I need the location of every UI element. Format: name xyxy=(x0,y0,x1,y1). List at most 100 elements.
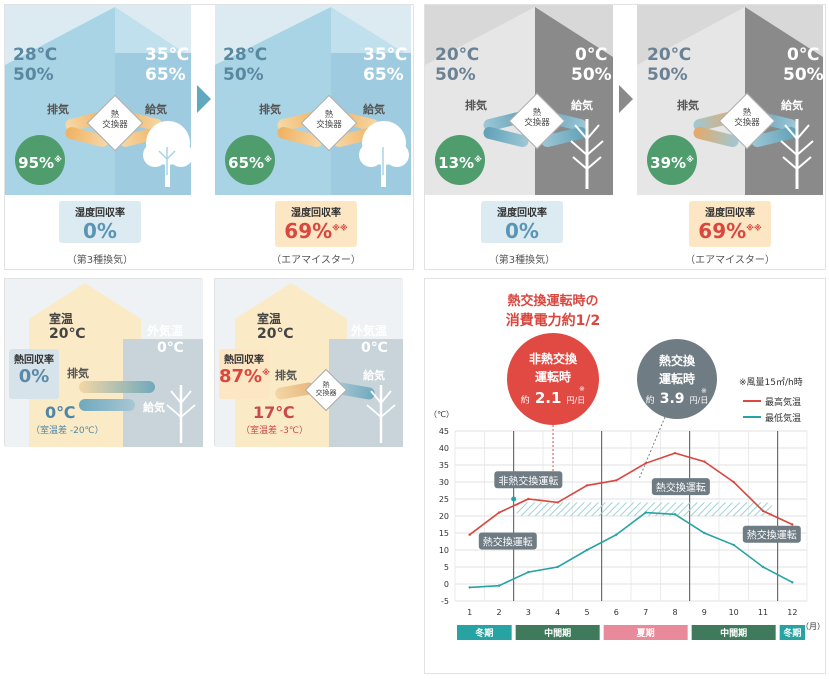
summer-left-rate-label: 湿度回収率 xyxy=(75,208,125,219)
bubble-hx-unit: 円/日 xyxy=(690,396,709,405)
annotation-label: 熱交換運転 xyxy=(747,529,797,542)
summer-left-circle-mark: ※ xyxy=(54,155,62,164)
summer-right-hx-1: 熱 xyxy=(324,110,334,120)
data-point xyxy=(644,462,647,465)
summer-right-circle-mark: ※ xyxy=(264,155,272,164)
summer-right-circle-value: 65% xyxy=(228,154,265,172)
heat-right-result-temp: 17℃ xyxy=(253,403,295,422)
annotation-label: 非熱交換運転 xyxy=(498,474,558,487)
heat-left-rate-badge: 熱回収率 0% xyxy=(9,349,59,399)
heat-left-outside-temp: 0℃ xyxy=(157,340,184,356)
summer-right-scene: 28℃ 50% 35℃ 65% 排気 給気 熱交換器 65%※ xyxy=(215,5,411,195)
y-tick-label: 20 xyxy=(439,512,449,521)
season-bar xyxy=(691,625,776,640)
season-label: 中間期 xyxy=(720,627,747,639)
heat-left-room-temp: 20℃ xyxy=(49,326,86,342)
winter-left-supply: 給気 xyxy=(571,99,593,112)
wind-note: ※風量15㎥/h時 xyxy=(739,377,803,388)
power-chart-panel: 熱交換運転時の 消費電力約1/2 非熱交換 運転時 約 2.1 円/日 ※ 熱交… xyxy=(424,278,826,674)
svg-text:約 2.1 円/日: 約 2.1 円/日 xyxy=(521,388,585,407)
bubble-hx-mark: ※ xyxy=(701,387,707,395)
bubble-non-approx: 約 xyxy=(521,394,530,406)
winter-right-indoor-temp: 20℃ xyxy=(647,45,692,65)
x-tick-label: 10 xyxy=(729,608,739,617)
season-label: 冬期 xyxy=(783,627,801,639)
bare-tree-icon xyxy=(366,385,396,443)
winter-right-circle-value: 39% xyxy=(650,154,687,172)
temperature-chart: 熱交換運転時の 消費電力約1/2 非熱交換 運転時 約 2.1 円/日 ※ 熱交… xyxy=(429,293,825,640)
winter-right-outdoor-hum: 50% xyxy=(783,65,823,85)
summer-left-exhaust: 排気 xyxy=(47,103,69,116)
summer-right-hx-2: 交換器 xyxy=(316,119,342,130)
winter-left-hx-1: 熱 xyxy=(532,108,542,118)
winter-right-caption: （エアマイスター） xyxy=(685,255,775,266)
data-point xyxy=(761,565,765,569)
annotation-box xyxy=(742,525,801,543)
x-tick-label: 6 xyxy=(614,608,619,617)
summer-right-indoor-hum: 50% xyxy=(223,65,264,85)
summer-left-hx-1: 熱 xyxy=(110,110,120,120)
season-label: 中間期 xyxy=(544,627,571,639)
data-point xyxy=(732,543,735,547)
bubble-non-heat-exchange: 非熱交換 運転時 約 2.1 円/日 ※ xyxy=(507,333,599,425)
season-bar xyxy=(779,625,805,640)
bare-tree-icon xyxy=(166,385,196,443)
summer-right-indoor-temp: 28℃ xyxy=(223,45,268,65)
season-bar xyxy=(603,625,688,640)
annotation-dot xyxy=(511,496,517,502)
x-tick-label: 9 xyxy=(702,608,707,617)
winter-right-exhaust: 排気 xyxy=(677,99,699,112)
data-point xyxy=(732,480,735,484)
y-tick-label: 35 xyxy=(439,461,449,470)
summer-right-rate-value: 69% xyxy=(284,219,333,243)
data-point xyxy=(644,511,647,514)
y-axis-label: （℃） xyxy=(429,410,454,419)
summer-left-circle: 95%※ xyxy=(15,135,65,185)
hatched-band xyxy=(516,502,772,516)
data-point xyxy=(497,511,501,514)
winter-left-indoor-hum: 50% xyxy=(435,65,476,85)
y-tick-label: 45 xyxy=(439,427,449,436)
x-tick-label: 8 xyxy=(672,608,677,617)
heat-right-exhaust: 排気 xyxy=(275,369,297,382)
x-tick-label: 2 xyxy=(496,608,501,617)
summer-left-rate-value: 0% xyxy=(83,219,117,243)
chart-subtitle: 消費電力約1/2 xyxy=(506,312,601,329)
winter-left-exhaust: 排気 xyxy=(465,99,487,112)
annotation-box xyxy=(494,471,563,489)
x-tick-label: 4 xyxy=(555,608,560,617)
next-arrow-icon xyxy=(619,85,633,113)
y-tick-label: 15 xyxy=(439,529,449,538)
summer-right-caption: （エアマイスター） xyxy=(271,255,361,266)
x-axis-label: （月） xyxy=(801,622,825,631)
data-point xyxy=(791,523,794,526)
winter-left-indoor-temp: 20℃ xyxy=(435,45,480,65)
winter-left-caption: （第3種換気） xyxy=(488,255,556,266)
y-tick-label: 0 xyxy=(444,580,449,589)
heat-recovery-left-panel: 室温 20℃ 外気温 0℃ 熱回収率 0% 排気 給気 0℃ （室温差 -20℃… xyxy=(4,278,203,447)
winter-right-rate-label: 湿度回収率 xyxy=(705,208,755,219)
data-point xyxy=(527,497,530,501)
annotation-label: 熱交換運転 xyxy=(656,481,706,494)
series-line-max xyxy=(469,452,793,536)
summer-left-outdoor-temp: 35℃ xyxy=(145,45,190,65)
x-tick-label: 7 xyxy=(643,608,648,617)
heat-right-hx-2: 交換器 xyxy=(315,389,337,398)
heat-right-supply: 給気 xyxy=(363,369,385,382)
bubble-hx-line1: 熱交換 xyxy=(659,353,696,368)
bubble-non-value: 2.1 xyxy=(535,389,562,407)
season-label: 夏期 xyxy=(636,627,655,639)
data-point xyxy=(761,509,765,513)
annotation-box xyxy=(651,478,710,496)
winter-left-hx-2: 交換器 xyxy=(524,117,550,128)
summer-left-caption: （第3種換気） xyxy=(66,255,134,266)
bare-tree-icon xyxy=(780,119,814,189)
bubble-non-line1: 非熱交換 xyxy=(529,351,578,366)
winter-left-outdoor-temp: 0℃ xyxy=(575,45,608,65)
bubble-non-mark: ※ xyxy=(579,385,585,393)
x-tick-label: 5 xyxy=(584,608,589,617)
data-point xyxy=(585,548,589,552)
data-point xyxy=(497,584,501,587)
heat-right-room-label: 室温 xyxy=(257,312,282,326)
